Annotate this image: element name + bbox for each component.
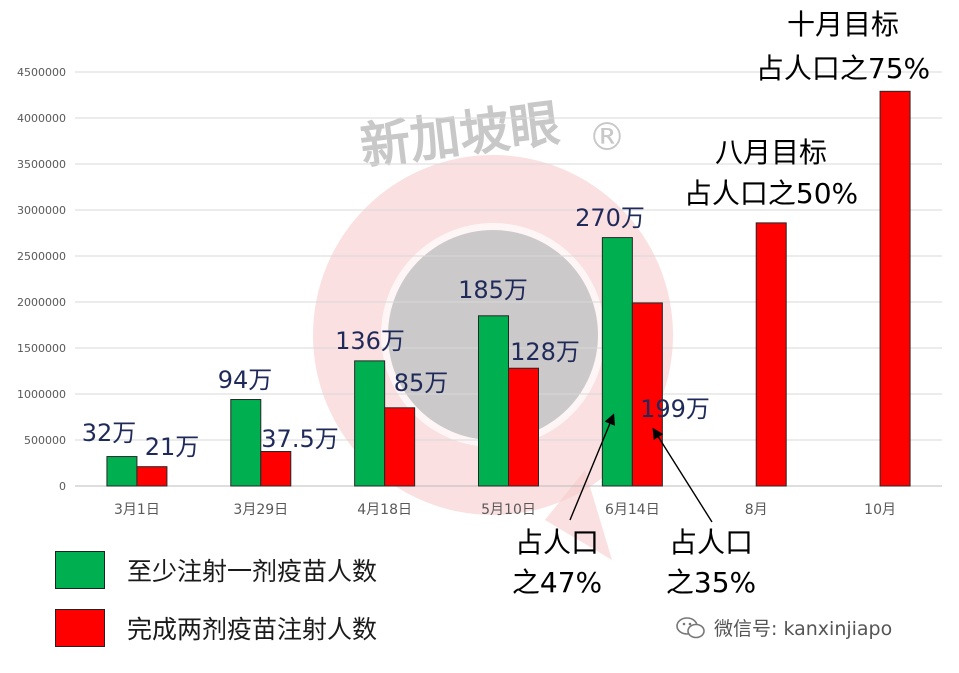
bar <box>478 315 509 487</box>
watermark-pin-tail <box>545 470 612 560</box>
bar <box>879 90 911 487</box>
bar <box>508 367 539 487</box>
annotation-october-line1: 十月目标 <box>787 8 899 41</box>
gridlines <box>75 71 942 487</box>
y-tick-label: 3000000 <box>17 204 66 217</box>
legend-item-first-dose: 至少注射一剂疫苗人数 <box>55 551 377 589</box>
y-tick-label: 1500000 <box>17 342 66 355</box>
x-tick-label: 6月14日 <box>605 502 660 518</box>
bar <box>631 302 663 487</box>
bar <box>230 399 262 487</box>
data-label: 85万 <box>394 369 449 397</box>
legend-swatch-second-dose <box>55 609 105 647</box>
bar <box>260 451 292 487</box>
x-tick-label: 3月1日 <box>114 502 160 518</box>
data-label: 136万 <box>335 327 405 355</box>
data-label: 21万 <box>145 433 200 461</box>
bar <box>601 237 633 487</box>
legend-label-first-dose: 至少注射一剂疫苗人数 <box>127 557 378 586</box>
data-label: 270万 <box>575 204 645 232</box>
data-label: 37.5万 <box>261 425 338 453</box>
y-axis-ticks: 0 500000 1000000 1500000 2000000 2500000 30000… <box>17 66 66 493</box>
y-tick-label: 4000000 <box>17 112 66 125</box>
annotation-august-line1: 八月目标 <box>715 136 827 169</box>
x-axis-labels: 3月1日 3月29日 4月18日 5月10日 6月14日 8月 10月 <box>114 502 896 518</box>
legend-swatch-first-dose <box>55 551 105 589</box>
data-label: 199万 <box>640 395 710 423</box>
data-label: 128万 <box>510 338 580 366</box>
x-tick-label: 4月18日 <box>357 502 412 518</box>
y-tick-label: 1000000 <box>17 388 66 401</box>
data-label: 32万 <box>82 419 137 447</box>
arrow-47 <box>569 413 615 521</box>
data-labels: 32万 94万 136万 185万 270万 21万 37.5万 85万 128万 199万 <box>82 204 710 461</box>
arrow-35 <box>652 427 713 523</box>
annotation-47-line1: 占人口 <box>515 526 599 559</box>
annotation-august-line2: 占人口之50% <box>684 177 858 210</box>
x-tick-label: 3月29日 <box>233 502 288 518</box>
bar <box>354 360 386 487</box>
annotation-35-line1: 占人口 <box>669 526 753 559</box>
y-tick-label: 0 <box>59 480 66 493</box>
wechat-footer: 微信号: kanxinjiapo <box>676 614 892 641</box>
annotation-october-line2: 占人口之75% <box>756 52 930 85</box>
bar <box>106 456 138 487</box>
y-tick-label: 4500000 <box>17 66 66 79</box>
x-tick-label: 5月10日 <box>481 502 536 518</box>
bar <box>384 407 416 487</box>
x-tick-label: 8月 <box>745 502 768 518</box>
x-tick-label: 10月 <box>864 502 896 518</box>
watermark-mark: ® <box>588 115 626 159</box>
y-tick-label: 2500000 <box>17 250 66 263</box>
y-tick-label: 2000000 <box>17 296 66 309</box>
legend-item-second-dose: 完成两剂疫苗注射人数 <box>55 609 377 647</box>
data-label: 94万 <box>218 366 273 394</box>
legend-label-second-dose: 完成两剂疫苗注射人数 <box>127 615 378 644</box>
data-label: 185万 <box>458 276 528 304</box>
y-tick-label: 500000 <box>24 434 66 447</box>
annotation-47-line2: 之47% <box>512 566 602 599</box>
bar <box>136 466 168 487</box>
annotation-35-line2: 之35% <box>666 566 756 599</box>
bars <box>106 90 911 487</box>
wechat-icon <box>676 616 706 640</box>
wechat-id: 微信号: kanxinjiapo <box>714 618 893 640</box>
y-tick-label: 3500000 <box>17 158 66 171</box>
bar <box>755 222 787 487</box>
